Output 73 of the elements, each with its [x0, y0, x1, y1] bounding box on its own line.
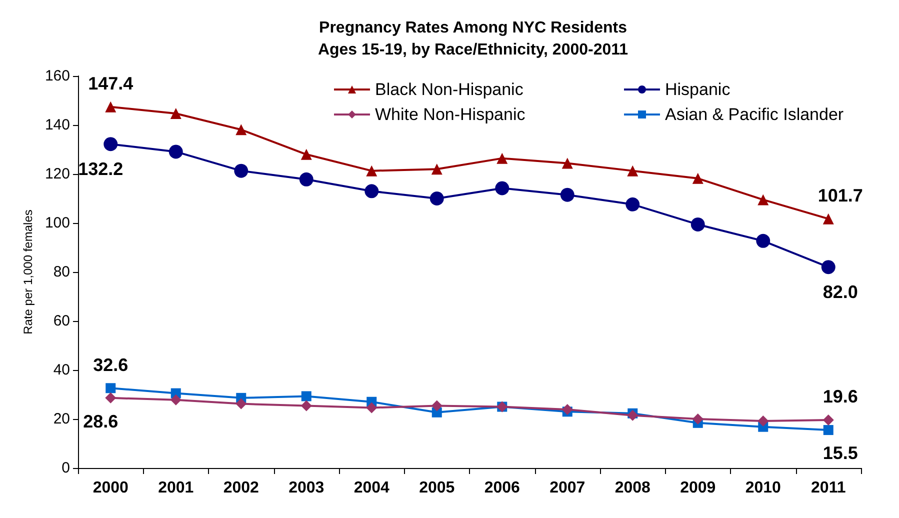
- point: [236, 124, 247, 136]
- x-tick-label: 2006: [484, 480, 520, 496]
- point: [495, 181, 510, 196]
- point: [562, 158, 573, 169]
- point: [431, 164, 442, 175]
- point: [106, 383, 116, 394]
- legend-label: Hispanic: [665, 80, 731, 99]
- legend-label: Asian & Pacific Islander: [665, 105, 844, 124]
- point: [300, 148, 312, 160]
- x-tick-label: 2004: [354, 480, 390, 496]
- point: [168, 144, 183, 159]
- point: [364, 184, 379, 198]
- point: [105, 392, 116, 404]
- x-tick-label: 2011: [811, 480, 846, 496]
- point: [170, 394, 182, 406]
- data-label: 15.5: [822, 443, 858, 464]
- y-tick-label: 80: [53, 264, 70, 280]
- point: [822, 414, 834, 426]
- point: [236, 398, 247, 410]
- data-label: 147.4: [88, 73, 134, 94]
- point: [690, 217, 705, 232]
- x-tick-label: 2007: [550, 480, 586, 496]
- x-tick-label: 2005: [419, 480, 455, 496]
- point: [756, 234, 770, 248]
- point: [300, 400, 312, 412]
- data-label: 132.2: [78, 159, 124, 180]
- y-tick-label: 120: [44, 166, 70, 182]
- point: [301, 391, 312, 402]
- point: [821, 260, 836, 274]
- data-label: 32.6: [93, 355, 128, 376]
- x-tick-label: 2008: [614, 480, 651, 496]
- point: [758, 194, 769, 206]
- point: [627, 410, 638, 421]
- data-label: 19.6: [822, 386, 858, 406]
- point: [823, 425, 834, 436]
- legend-label: White Non-Hispanic: [375, 105, 526, 124]
- y-tick-label: 20: [53, 410, 70, 428]
- point: [560, 188, 574, 202]
- point: [299, 172, 314, 186]
- x-tick-label: 2002: [223, 480, 260, 496]
- point: [626, 197, 640, 212]
- point: [430, 192, 444, 206]
- y-tick-label: 100: [44, 214, 70, 232]
- point: [104, 137, 118, 152]
- point: [431, 400, 442, 412]
- point: [170, 108, 182, 119]
- point: [234, 164, 248, 178]
- y-tick-label: 160: [44, 68, 70, 84]
- point: [105, 101, 116, 112]
- data-label: 101.7: [818, 185, 863, 206]
- data-label: 82.0: [822, 282, 858, 302]
- y-tick-label: 40: [53, 362, 70, 378]
- x-tick-label: 2009: [680, 480, 716, 496]
- y-tick-label: 140: [44, 116, 70, 134]
- point: [692, 172, 704, 184]
- point: [366, 402, 378, 414]
- x-tick-label: 2010: [745, 480, 782, 496]
- point: [366, 165, 378, 176]
- y-tick-label: 60: [53, 312, 70, 330]
- data-label: 28.6: [83, 411, 118, 432]
- x-tick-label: 2001: [158, 480, 194, 496]
- point: [822, 213, 834, 224]
- point: [496, 152, 508, 164]
- point: [758, 415, 769, 426]
- y-tick-label: 0: [62, 460, 70, 476]
- point: [627, 165, 638, 176]
- point: [692, 414, 704, 424]
- y-axis-title: Rate per 1,000 females: [21, 210, 35, 334]
- point: [562, 404, 573, 415]
- x-tick-label: 2000: [92, 480, 129, 496]
- legend-label: Black Non-Hispanic: [375, 80, 524, 99]
- x-tick-label: 2003: [288, 480, 324, 496]
- chart-title: Pregnancy Rates Among NYC Residents Ages 15-19, by Race/Ethnicity, 2000-2011: [318, 20, 628, 58]
